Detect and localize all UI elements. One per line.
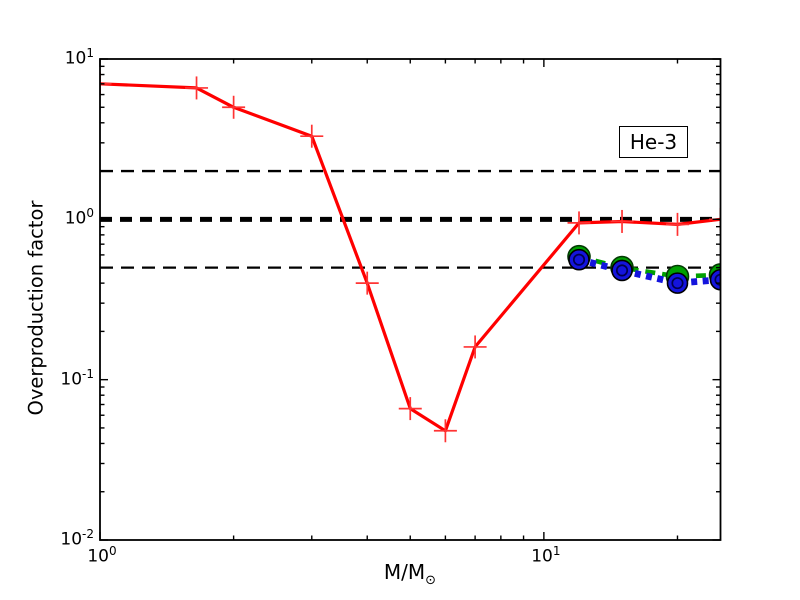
y-tick-label: 101 — [64, 46, 94, 69]
circle-marker — [666, 272, 689, 294]
circle-marker — [611, 259, 633, 282]
series-line-green-dashed-circle-markers — [578, 254, 721, 279]
series-red-solid-plus-markers — [100, 72, 721, 443]
y-axis-title: Overproduction factor — [24, 200, 48, 416]
x-tick-label: 101 — [531, 544, 561, 567]
isotope-annotation-box: He-3 — [619, 126, 688, 158]
sun-symbol: ⊙ — [425, 573, 437, 588]
y-tick-label: 10-2 — [60, 527, 94, 550]
circle-marker — [568, 248, 590, 271]
x-axis-title-text: M/M — [383, 560, 426, 584]
y-tick-label: 10-1 — [60, 366, 94, 390]
y-tick-label: 100 — [64, 206, 94, 229]
plot-area — [100, 72, 721, 443]
series-line-blue-dotted-circle-markers — [578, 256, 721, 287]
x-axis-title: M/M⊙ — [384, 560, 436, 588]
circle-marker-inner-ring — [671, 277, 684, 290]
x-tick-label: 100 — [87, 544, 117, 567]
axis-ticks — [99, 58, 721, 541]
circle-marker-inner-ring — [615, 264, 629, 277]
circle-marker-inner-ring — [572, 253, 586, 266]
